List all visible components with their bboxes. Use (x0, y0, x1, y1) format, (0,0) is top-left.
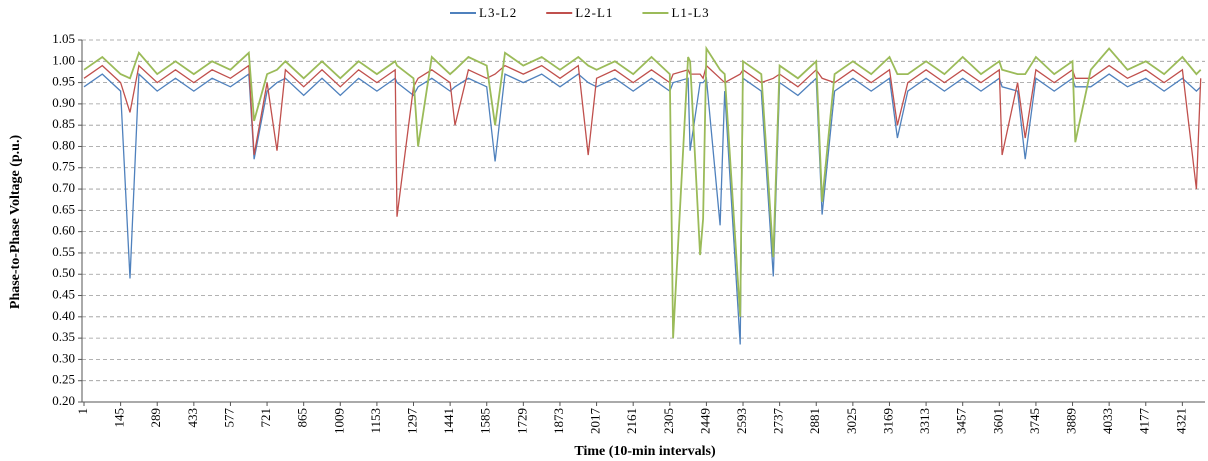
x-tick-label: 2881 (807, 408, 822, 434)
legend-label: L3-L2 (479, 5, 517, 20)
x-tick-label: 2737 (771, 408, 786, 435)
x-tick-label: 289 (148, 408, 163, 428)
x-tick-label: 3313 (917, 408, 932, 434)
series-line (83, 72, 1202, 345)
x-tick-label: 4177 (1137, 408, 1152, 435)
x-tick-label: 3745 (1027, 408, 1042, 434)
x-tick-label: 721 (258, 408, 273, 428)
x-tick-label: 2593 (734, 408, 749, 434)
y-tick-label: 0.85 (52, 116, 75, 131)
y-tick-label: 0.65 (52, 201, 75, 216)
y-tick-label: 0.30 (52, 350, 75, 365)
x-tick-label: 2161 (624, 408, 639, 434)
y-tick-label: 1.05 (52, 31, 75, 46)
x-tick-label: 1009 (331, 408, 346, 434)
x-tick-label: 1729 (514, 408, 529, 434)
y-tick-label: 0.45 (52, 287, 75, 302)
x-tick-label: 1873 (551, 408, 566, 434)
x-tick-label: 433 (185, 408, 200, 428)
x-tick-label: 4321 (1173, 408, 1188, 434)
x-tick-label: 2017 (588, 408, 603, 435)
x-tick-label: 1 (75, 408, 90, 415)
y-tick-label: 0.25 (52, 372, 75, 387)
y-tick-label: 0.75 (52, 159, 75, 174)
y-tick-label: 0.35 (52, 329, 75, 344)
y-tick-label: 0.60 (52, 223, 75, 238)
x-tick-label: 1441 (441, 408, 456, 434)
y-tick-label: 0.55 (52, 244, 75, 259)
x-tick-label: 3169 (880, 408, 895, 434)
x-tick-label: 145 (112, 408, 127, 428)
x-tick-label: 4033 (1100, 408, 1115, 434)
legend-label: L1-L3 (671, 5, 709, 20)
x-tick-label: 3025 (844, 408, 859, 434)
series-line (83, 64, 1202, 217)
x-tick-label: 1585 (478, 408, 493, 434)
y-tick-label: 1.00 (52, 52, 75, 67)
y-tick-label: 0.50 (52, 265, 75, 280)
y-tick-label: 0.70 (52, 180, 75, 195)
y-tick-label: 0.90 (52, 95, 75, 110)
x-tick-label: 577 (221, 408, 236, 428)
y-tick-label: 0.40 (52, 308, 75, 323)
x-tick-label: 865 (295, 408, 310, 428)
x-tick-label: 2449 (697, 408, 712, 434)
y-axis-title: Phase-to-Phase Voltage (p.u.) (8, 135, 23, 310)
x-tick-label: 3601 (990, 408, 1005, 434)
series-line (83, 45, 1202, 339)
y-tick-label: 0.95 (52, 74, 75, 89)
y-tick-label: 0.80 (52, 137, 75, 152)
x-tick-label: 3889 (1064, 408, 1079, 434)
legend-label: L2-L1 (575, 5, 613, 20)
x-axis-title: Time (10-min intervals) (574, 444, 716, 459)
x-tick-label: 3457 (954, 408, 969, 435)
y-tick-label: 0.20 (52, 393, 75, 408)
x-tick-label: 2305 (661, 408, 676, 434)
x-tick-label: 1153 (368, 408, 383, 434)
x-tick-label: 1297 (404, 408, 419, 435)
